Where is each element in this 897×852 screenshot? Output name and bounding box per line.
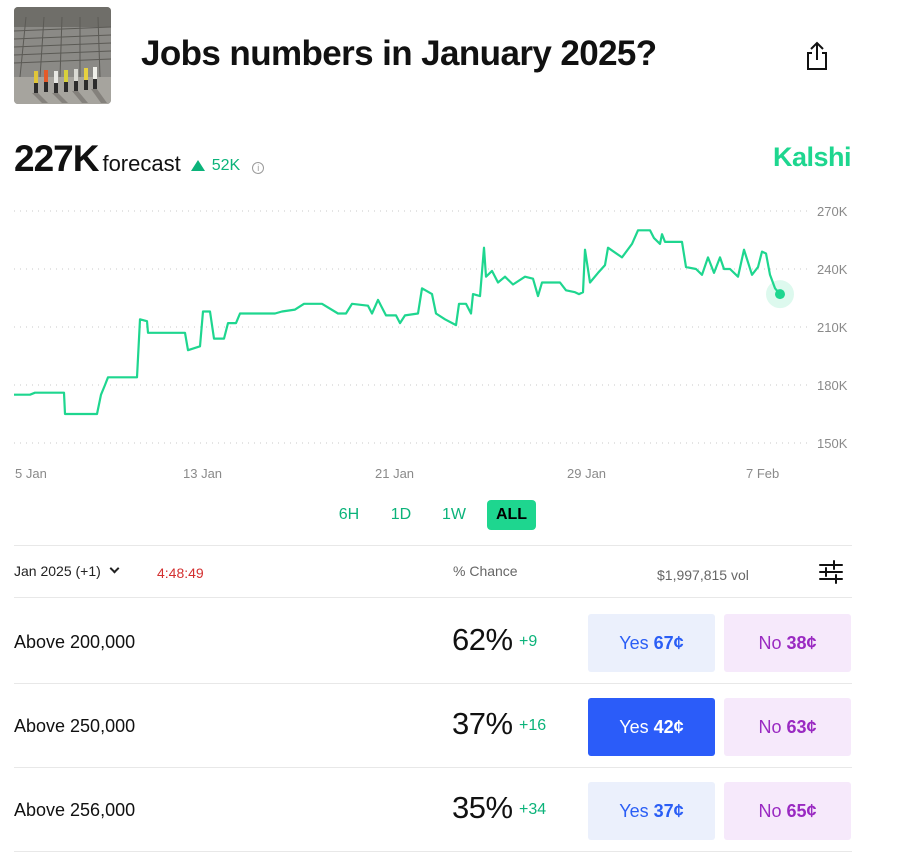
divider: [14, 597, 852, 598]
x-axis: 5 Jan 13 Jan 21 Jan 29 Jan 7 Feb: [15, 466, 779, 481]
divider: [14, 545, 852, 546]
filter-button[interactable]: [818, 559, 844, 585]
market-chance: 35%: [452, 790, 513, 825]
range-1w[interactable]: 1W: [442, 506, 466, 523]
buy-yes-button[interactable]: Yes 67¢: [588, 614, 715, 672]
buy-no-button[interactable]: No 65¢: [724, 782, 851, 840]
up-triangle-icon: [190, 160, 205, 171]
forecast-delta: 52K: [190, 156, 241, 175]
y-tick-label: 240K: [817, 262, 848, 277]
market-change: +34: [519, 801, 547, 818]
series-line: [14, 229, 781, 416]
forecast-value: 227K: [14, 138, 99, 179]
no-label: No: [758, 716, 782, 737]
share-icon: [807, 41, 827, 70]
market-row[interactable]: Above 250,000 37% +16 Yes 42¢ No 63¢: [0, 683, 897, 767]
range-all[interactable]: ALL: [487, 500, 536, 530]
market-row[interactable]: Above 256,000 35% +34 Yes 37¢ No 65¢: [0, 767, 897, 851]
chart-grid: [14, 210, 808, 444]
x-tick-label: 13 Jan: [183, 466, 222, 481]
market-title: Jobs numbers in January 2025?: [141, 34, 657, 73]
forecast-row: 227K forecast 52K i: [14, 138, 265, 179]
y-tick-label: 150K: [817, 436, 848, 451]
market-change: +16: [519, 717, 547, 734]
divider: [14, 767, 852, 768]
yes-price: 67¢: [653, 632, 684, 653]
y-tick-label: 270K: [817, 204, 848, 219]
share-button[interactable]: [802, 40, 832, 72]
yes-price: 37¢: [653, 800, 684, 821]
buy-yes-button[interactable]: Yes 42¢: [588, 698, 715, 756]
market-chance: 37%: [452, 706, 513, 741]
divider: [14, 683, 852, 684]
volume-label: $1,997,815 vol: [657, 567, 749, 583]
range-selector: 6H 1D 1W ALL: [0, 500, 897, 530]
countdown-timer: 4:48:49: [157, 565, 204, 581]
y-tick-label: 210K: [817, 320, 848, 335]
range-1d[interactable]: 1D: [390, 506, 412, 523]
yes-price: 42¢: [653, 716, 684, 737]
market-change: +9: [519, 633, 538, 650]
forecast-label: forecast: [102, 151, 181, 176]
brand-logo: Kalshi: [772, 142, 852, 172]
event-select-label: Jan 2025 (+1): [14, 563, 101, 579]
market-chance: 62%: [452, 622, 513, 657]
no-price: 65¢: [786, 800, 817, 821]
event-select[interactable]: Jan 2025 (+1): [14, 563, 120, 579]
y-axis: 270K 240K 210K 180K 150K: [817, 204, 848, 451]
chevron-down-icon: [109, 563, 120, 573]
sliders-icon: [819, 560, 843, 584]
market-thumbnail: [14, 7, 111, 104]
x-tick-label: 7 Feb: [746, 466, 779, 481]
buy-no-button[interactable]: No 63¢: [724, 698, 851, 756]
yes-label: Yes: [619, 800, 649, 821]
yes-label: Yes: [619, 632, 649, 653]
market-label: Above 256,000: [14, 800, 136, 820]
forecast-chart: 270K 240K 210K 180K 150K 5 Jan 13 Jan 21 Jan 29…: [14, 204, 848, 481]
x-tick-label: 5 Jan: [15, 466, 47, 481]
x-tick-label: 21 Jan: [375, 466, 414, 481]
buy-no-button[interactable]: No 38¢: [724, 614, 851, 672]
no-price: 38¢: [786, 632, 817, 653]
info-icon[interactable]: i: [252, 162, 265, 174]
range-6h[interactable]: 6H: [338, 506, 360, 523]
market-label: Above 250,000: [14, 716, 136, 736]
yes-label: Yes: [619, 716, 649, 737]
no-label: No: [758, 800, 782, 821]
y-tick-label: 180K: [817, 378, 848, 393]
market-row[interactable]: Above 200,000 62% +9 Yes 67¢ No 38¢: [0, 599, 897, 683]
construction-site-photo: [14, 7, 111, 104]
no-label: No: [758, 632, 782, 653]
buy-yes-button[interactable]: Yes 37¢: [588, 782, 715, 840]
chance-column-header: % Chance: [453, 563, 518, 579]
x-tick-label: 29 Jan: [567, 466, 606, 481]
market-list-header: Jan 2025 (+1) 4:48:49 % Chance $1,997,81…: [0, 555, 897, 591]
no-price: 63¢: [786, 716, 817, 737]
market-label: Above 200,000: [14, 632, 136, 652]
forecast-delta-value: 52K: [211, 156, 241, 174]
current-point: [775, 289, 785, 300]
